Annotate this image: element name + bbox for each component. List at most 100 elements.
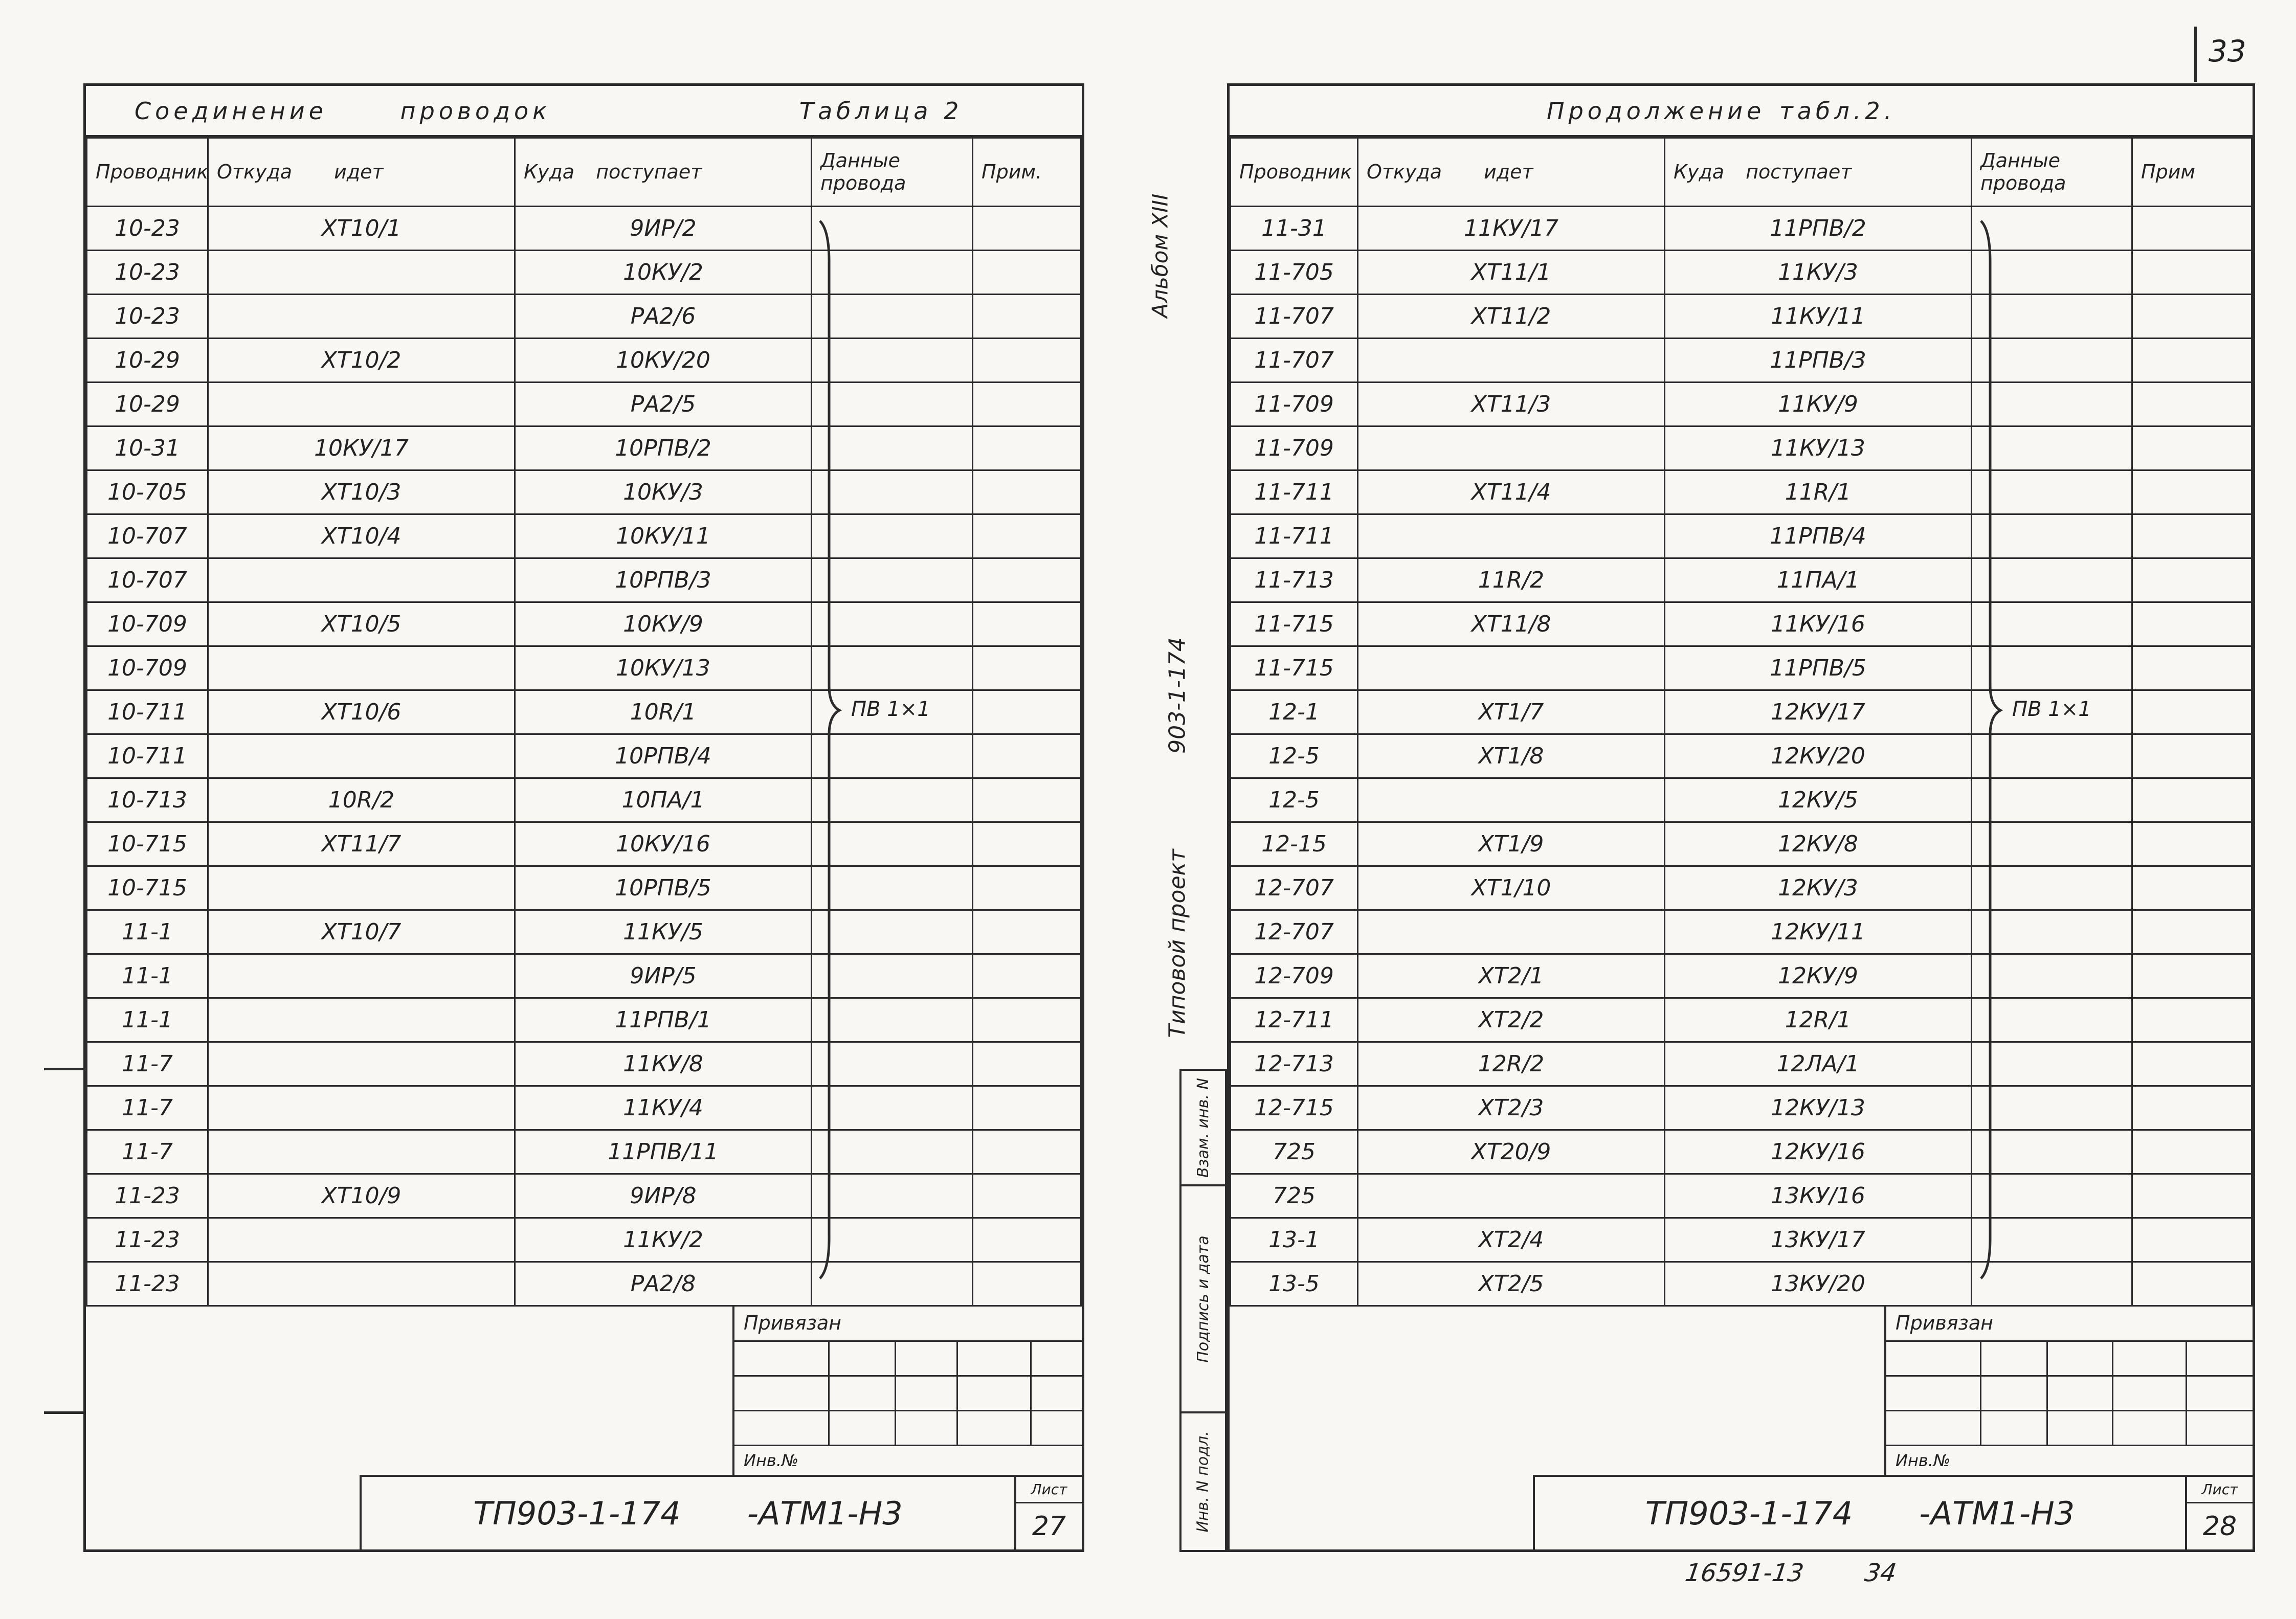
right-table-panel: Продолжение табл.2. Проводник Откуда иде… [1227,83,2255,1552]
table-row: 11-711 ХТ11/4 11R/1 [1230,469,2253,515]
wire-data-cell [1971,557,2133,603]
conductor-cell: 12-709 [1230,953,1358,999]
table-row: 12-707 12КУ/11 [1230,909,2253,955]
titleblock-cell [1981,1411,2048,1446]
wire-data-cell [811,513,973,559]
table-row: 12-5 ХТ1/8 12КУ/20 [1230,733,2253,779]
left-wire-table: Проводник Откуда идет Куда поступает Дан… [86,137,1082,1307]
note-cell [972,601,1082,647]
note-cell [972,733,1082,779]
note-cell [2131,338,2253,383]
binding-label: Привязан [1886,1305,2253,1342]
document-code-row: ТП903-1-174 -АТМ1-Н3 Лист 27 [360,1475,1082,1549]
from-cell: 10R/2 [207,777,516,823]
wire-data-cell [1971,1129,2133,1175]
conductor-cell: 11-709 [1230,381,1358,427]
to-cell: РА2/6 [514,294,812,339]
table-row: 10-707 10РПВ/3 [86,557,1082,603]
from-cell [207,865,516,911]
to-cell: 11РПВ/1 [514,997,812,1043]
from-cell: ХТ11/4 [1357,469,1665,515]
conductor-cell: 10-707 [86,513,209,559]
conductor-cell: 10-23 [86,250,209,295]
to-cell: 11КУ/13 [1664,425,1972,471]
from-cell [207,294,516,339]
col-header-to: Куда поступает [1664,137,1972,207]
to-cell: 11РПВ/4 [1664,513,1972,559]
note-cell [2131,1173,2253,1219]
titleblock-cell [1032,1342,1082,1377]
conductor-cell: 11-23 [86,1173,209,1219]
album-label: Альбом XIII [1147,193,1173,318]
from-cell: ХТ2/3 [1357,1085,1665,1131]
conductor-cell: 10-707 [86,557,209,603]
right-table-label: табл.2. [1779,97,1896,125]
table-row: 13-1 ХТ2/4 13КУ/17 [1230,1217,2253,1263]
to-cell: 12КУ/17 [1664,689,1972,735]
from-cell [207,1041,516,1087]
to-cell: 10КУ/2 [514,250,812,295]
conductor-cell: 11-715 [1230,601,1358,647]
to-cell: 11КУ/9 [1664,381,1972,427]
conductor-cell: 11-7 [86,1085,209,1131]
note-cell [2131,645,2253,691]
to-cell: 12КУ/16 [1664,1129,1972,1175]
note-cell [2131,425,2253,471]
from-cell: ХТ2/1 [1357,953,1665,999]
from-cell: ХТ1/8 [1357,733,1665,779]
note-cell [972,381,1082,427]
table-row: 11-23 11КУ/2 [86,1217,1082,1263]
to-cell: 10РПВ/2 [514,425,812,471]
conductor-cell: 11-31 [1230,206,1358,251]
note-cell [972,821,1082,867]
to-cell: 12КУ/11 [1664,909,1972,955]
conductor-cell: 12-5 [1230,733,1358,779]
table-row: 12-711 ХТ2/2 12R/1 [1230,997,2253,1043]
conductor-cell: 11-705 [1230,250,1358,295]
note-cell [2131,601,2253,647]
left-table-title: Соединение проводок [135,97,551,125]
wire-data-cell [1971,645,2133,691]
to-cell: 11R/1 [1664,469,1972,515]
to-cell: 10КУ/20 [514,338,812,383]
to-cell: 11РПВ/2 [1664,206,1972,251]
titleblock-cell [1032,1411,1082,1446]
table-row: 12-15 ХТ1/9 12КУ/8 [1230,821,2253,867]
wire-data-cell [1971,1217,2133,1263]
note-cell [2131,1261,2253,1307]
from-cell: ХТ10/3 [207,469,516,515]
to-cell: 10КУ/13 [514,645,812,691]
titleblock-cell [2048,1377,2113,1411]
titleblock-cell [734,1377,830,1411]
to-cell: РА2/8 [514,1261,812,1307]
col-header-from: Откуда идет [207,137,516,207]
titleblock-cell [1886,1342,1981,1377]
table-row: 11-1 ХТ10/7 11КУ/5 [86,909,1082,955]
from-cell: 11КУ/17 [1357,206,1665,251]
from-cell: ХТ2/5 [1357,1261,1665,1307]
right-wire-table: Проводник Откуда идет Куда поступает Дан… [1230,137,2253,1307]
to-cell: 12ЛА/1 [1664,1041,1972,1087]
titleblock-cell [2113,1411,2187,1446]
to-cell: 11ПА/1 [1664,557,1972,603]
note-cell [2131,689,2253,735]
wire-data-cell [1971,997,2133,1043]
titleblock-cell [2187,1377,2253,1411]
note-cell [972,250,1082,295]
note-cell [2131,1129,2253,1175]
stamp-box-podpis-data: Подпись и дата [1179,1184,1227,1413]
table-row: 10-711 10РПВ/4 [86,733,1082,779]
to-cell: 10РПВ/5 [514,865,812,911]
from-cell [207,1085,516,1131]
table-row: 11-1 9ИР/5 [86,953,1082,999]
wire-data-cell [811,206,973,251]
note-cell [2131,1085,2253,1131]
note-cell [972,338,1082,383]
margin-tick [44,1411,84,1414]
wire-data-cell [1971,1085,2133,1131]
titleblock-cell [2113,1342,2187,1377]
table-row: 725 13КУ/16 [1230,1173,2253,1219]
to-cell: 11КУ/8 [514,1041,812,1087]
document-code: ТП903-1-174 -АТМ1-Н3 [1535,1477,2185,1549]
from-cell: 10КУ/17 [207,425,516,471]
